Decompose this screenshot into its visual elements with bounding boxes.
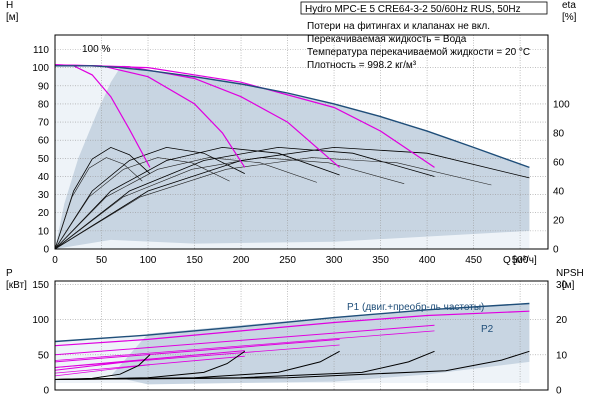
eta-axis-unit: [%]: [562, 12, 577, 23]
head-curve-3: [54, 64, 435, 168]
power-grid: [55, 281, 548, 390]
max-head-curve: [55, 65, 530, 169]
h-tick-7: 70: [38, 118, 50, 129]
h-tick-0: 0: [43, 245, 49, 256]
info-title: Hydro MPC-E 5 CRE64-3-2 50/60Hz RUS, 50H…: [305, 4, 521, 15]
q-tick-10: 500: [512, 255, 529, 266]
eta-tick-0: 0: [553, 245, 559, 256]
p-tick-2: 100: [32, 315, 49, 326]
speed-label: 100 %: [82, 44, 110, 55]
head-plot-frame: [54, 34, 549, 250]
q-axis-label: Q: [503, 255, 511, 266]
info-line-1: Потери на фитингах и клапанах не вкл.: [307, 20, 490, 32]
h-tick-5: 50: [38, 154, 50, 165]
npsh-axis-unit: [м]: [562, 280, 575, 291]
q-tick-6: 300: [326, 255, 343, 266]
h-tick-11: 110: [33, 45, 49, 56]
info-box: Hydro MPC-E 5 CRE64-3-2 50/60Hz RUS, 50H…: [300, 1, 548, 71]
eta-curve-3: [54, 146, 435, 250]
eta-tick-5: 100: [553, 99, 570, 110]
npsh-curve-4: [54, 350, 530, 380]
operating-area: [55, 65, 530, 249]
power-curve-2: [54, 338, 340, 363]
npsh-tick-0: 0: [556, 386, 562, 397]
power-plot-frame: [54, 280, 549, 391]
q-tick-7: 350: [372, 255, 389, 266]
q-tick-9: 450: [465, 255, 482, 266]
p1-curve: [54, 302, 530, 343]
q-tick-8: 400: [419, 255, 436, 266]
eta-axis-label-top: eta: [562, 0, 576, 11]
p2-curve: [54, 310, 530, 347]
head-tick-labels: 0 50 100 150 200 250 300 350 400 450 5000102030405…: [32, 45, 570, 266]
h-tick-2: 20: [38, 208, 50, 219]
power-curve-b-3: [54, 330, 435, 361]
q-tick-3: 150: [186, 255, 203, 266]
eta-curve-2: [54, 146, 340, 250]
eta-tick-2: 40: [553, 186, 565, 197]
eta-curve-alt-4: [54, 157, 492, 250]
eta-curve-alt-1: [54, 157, 230, 250]
p-axis-label: P: [6, 268, 13, 279]
operating-area-fill: [55, 65, 530, 249]
eta-curve-1: [54, 146, 245, 250]
h-tick-10: 100: [32, 63, 49, 74]
p1-series-label: P1 (двиг.+преобр-ль частоты): [347, 301, 484, 313]
q-tick-4: 200: [233, 255, 250, 266]
info-line-3: Температура перекачиваемой жидкости = 20…: [307, 47, 530, 58]
eta-curve-4: [54, 146, 530, 250]
eta-curve-alt-3: [54, 157, 405, 250]
q-tick-2: 100: [140, 255, 157, 266]
h-tick-3: 30: [38, 190, 50, 201]
p-tick-0: 0: [43, 386, 49, 397]
eta-tick-3: 60: [553, 157, 565, 168]
info-line-4: Плотность = 998.2 кг/м³: [307, 60, 417, 71]
h-axis-unit: [м]: [6, 12, 19, 23]
h-tick-4: 40: [38, 172, 50, 183]
eta-curve-alt-0: [54, 157, 143, 250]
head-grid: [55, 35, 548, 249]
npsh-tick-3: 30: [556, 280, 568, 291]
h-tick-9: 90: [38, 81, 50, 92]
power-curve-3: [54, 324, 435, 356]
npsh-axis-label: NPSH: [556, 268, 584, 279]
power-curve-b-2: [54, 344, 340, 368]
npsh-tick-1: 10: [556, 350, 568, 361]
p-tick-1: 50: [38, 350, 50, 361]
h-tick-1: 10: [38, 226, 50, 237]
npsh-tick-2: 20: [556, 315, 568, 326]
power-area-fill: [55, 303, 530, 385]
p-axis-unit: [кВт]: [6, 280, 27, 291]
h-tick-8: 80: [38, 99, 50, 110]
info-title-box: [300, 1, 548, 15]
p-tick-3: 150: [32, 280, 49, 291]
power-panel: 0 50 100 150 0 10 20 30 P [кВт] NPSH [м] P1 (дв…: [6, 268, 584, 397]
head-panel: 0 50 100 150 200 250 300 350 400 450 5000102030405…: [6, 0, 577, 266]
power-tick-labels: 0 50 100 150 0 10 20 30: [32, 280, 567, 396]
info-line-2: Перекачиваемая жидкость = Вода: [307, 34, 467, 45]
eta-tick-4: 80: [553, 128, 565, 139]
p2-series-label: P2: [481, 324, 494, 335]
eta-curve-0: [54, 146, 151, 250]
q-tick-5: 250: [279, 255, 296, 266]
power-operating-area: [110, 303, 530, 385]
q-axis-unit: [м³/ч]: [513, 255, 537, 266]
head-curves: [54, 64, 530, 250]
power-curve-b-1: [54, 355, 245, 374]
power-curve-b-0: [54, 364, 150, 377]
eta-curve-alt-2: [54, 157, 317, 250]
q-tick-1: 50: [96, 255, 108, 266]
h-tick-6: 60: [38, 136, 50, 147]
eta-tick-1: 20: [553, 215, 565, 226]
power-curves: [54, 302, 530, 380]
h-axis-label: H: [6, 0, 13, 11]
q-tick-0: 0: [52, 255, 58, 266]
